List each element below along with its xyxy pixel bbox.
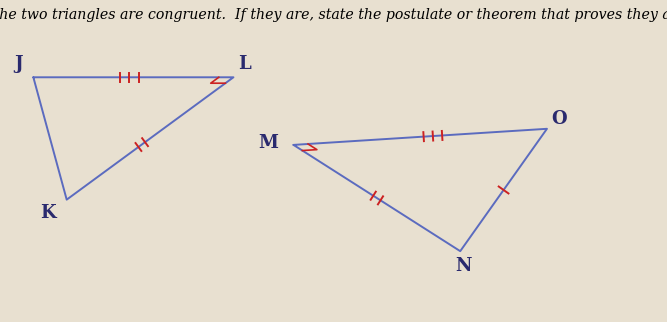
Text: J: J xyxy=(15,55,23,73)
Text: N: N xyxy=(456,257,472,275)
Text: Determine if the two triangles are congruent.  If they are, state the postulate : Determine if the two triangles are congr… xyxy=(0,8,667,22)
Text: O: O xyxy=(551,110,567,128)
Text: M: M xyxy=(258,134,278,152)
Text: L: L xyxy=(237,55,251,73)
Text: K: K xyxy=(40,204,56,222)
